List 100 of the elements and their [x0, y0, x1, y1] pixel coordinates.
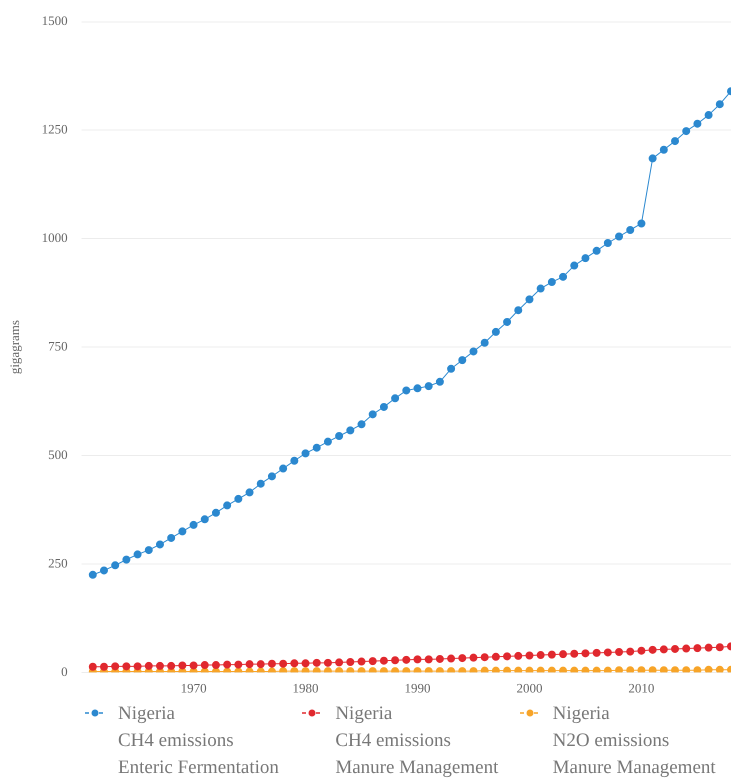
- point: [604, 239, 612, 248]
- point: [604, 648, 612, 656]
- point: [704, 644, 713, 652]
- point: [716, 666, 724, 672]
- point: [492, 328, 500, 336]
- point: [671, 137, 680, 146]
- point: [704, 111, 713, 120]
- point: [358, 420, 366, 428]
- point: [648, 646, 657, 654]
- point: [167, 662, 176, 670]
- point: [111, 561, 120, 570]
- point: [380, 402, 388, 411]
- point: [559, 650, 568, 658]
- point: [458, 356, 466, 364]
- point: [514, 306, 522, 314]
- point: [223, 501, 232, 510]
- point: [660, 146, 668, 154]
- point: [514, 666, 522, 672]
- point: [88, 570, 97, 579]
- y-tick-label: 1500: [42, 13, 68, 28]
- point: [637, 646, 646, 655]
- point: [469, 654, 478, 662]
- point: [111, 662, 120, 670]
- point: [660, 645, 668, 654]
- point: [190, 520, 198, 529]
- point: [682, 127, 690, 136]
- point: [413, 655, 422, 664]
- point: [671, 666, 680, 672]
- point: [536, 666, 545, 672]
- point: [503, 666, 512, 672]
- y-tick-label: 750: [48, 338, 68, 354]
- point: [660, 666, 668, 672]
- point: [256, 480, 265, 488]
- point: [156, 540, 164, 548]
- y-tick-label: 0: [61, 664, 68, 679]
- point: [548, 650, 556, 659]
- point: [693, 120, 702, 128]
- point: [122, 556, 130, 564]
- point: [693, 666, 702, 672]
- point: [190, 661, 198, 670]
- y-tick-label: 250: [48, 555, 68, 570]
- point: [525, 666, 534, 672]
- point: [88, 662, 97, 671]
- point: [335, 432, 344, 440]
- point: [548, 278, 556, 286]
- point: [469, 347, 478, 356]
- point: [447, 364, 456, 373]
- point: [581, 254, 590, 262]
- point: [279, 660, 288, 668]
- point: [581, 666, 590, 672]
- point: [514, 652, 522, 660]
- point: [302, 659, 310, 668]
- x-tick-label: 1980: [292, 680, 319, 696]
- x-tick-label: 1990: [404, 680, 430, 696]
- point: [358, 658, 366, 666]
- point: [246, 660, 254, 668]
- point: [447, 654, 456, 663]
- point: [492, 666, 500, 672]
- y-tick-label: 1250: [42, 122, 68, 137]
- point: [134, 662, 142, 670]
- point: [492, 652, 500, 661]
- point: [312, 658, 321, 667]
- x-tick-label: 2010: [628, 680, 654, 696]
- point: [324, 438, 332, 446]
- point: [436, 654, 444, 663]
- point: [637, 666, 646, 672]
- point: [200, 515, 209, 524]
- point: [380, 656, 388, 665]
- point: [536, 284, 545, 293]
- legend-label: Nigeria N2O emissions Manure Management: [552, 702, 716, 780]
- point: [346, 658, 354, 666]
- point: [391, 656, 400, 664]
- point: [716, 100, 724, 108]
- point: [592, 666, 601, 672]
- point: [234, 660, 242, 669]
- point: [480, 338, 489, 347]
- point: [178, 527, 186, 536]
- point: [246, 488, 254, 496]
- point: [637, 219, 646, 228]
- point: [592, 648, 601, 657]
- point: [503, 652, 512, 660]
- point: [100, 566, 108, 574]
- point: [570, 666, 578, 672]
- point: [704, 666, 713, 672]
- point: [134, 550, 142, 558]
- point: [279, 464, 288, 473]
- point: [615, 232, 624, 240]
- point: [100, 662, 108, 671]
- point: [682, 666, 690, 672]
- point: [212, 508, 220, 517]
- point: [312, 444, 321, 452]
- legend-label: Nigeria CH4 emissions Enteric Fermentation: [118, 702, 279, 780]
- y-axis-title: gigagrams: [7, 320, 22, 374]
- point: [648, 154, 657, 162]
- point: [503, 318, 512, 326]
- point: [256, 660, 265, 668]
- point: [458, 654, 466, 662]
- point: [436, 378, 444, 386]
- point: [559, 666, 568, 672]
- point: [324, 658, 332, 667]
